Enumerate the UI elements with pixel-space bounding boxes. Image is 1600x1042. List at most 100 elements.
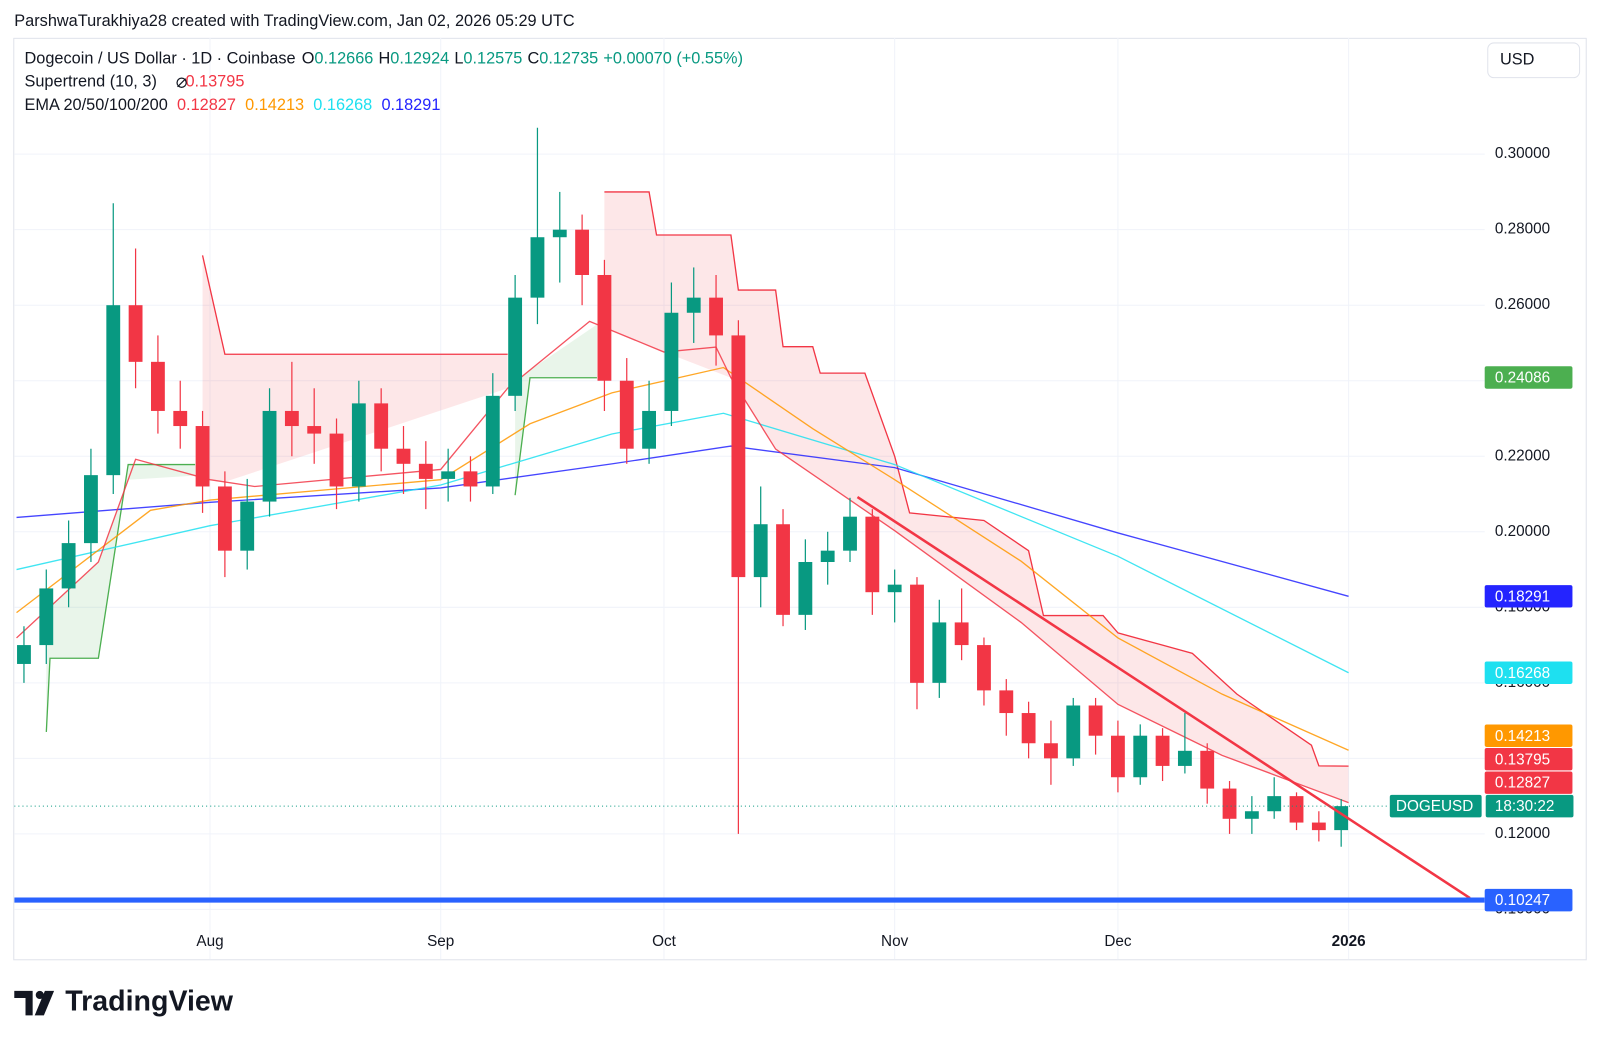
x-tick-label: Aug (196, 933, 223, 950)
price-axis: 0.100000.120000.140000.160000.180000.200… (1389, 145, 1574, 917)
symbol-badge-label: DOGEUSD (1396, 798, 1473, 815)
candle-body (173, 410, 188, 427)
legend-ohlc-value: 0.12924 (390, 50, 449, 68)
candle-body (374, 403, 389, 449)
candle-body (530, 237, 545, 298)
ema-line (16, 320, 1349, 804)
price-badge-box (1484, 888, 1573, 912)
countdown-badge-box (1485, 794, 1574, 818)
candle-body (1244, 811, 1259, 819)
price-badge-box (1484, 724, 1573, 747)
candle-body (17, 645, 31, 664)
candle-body (39, 588, 54, 646)
y-tick-label: 0.26000 (1495, 296, 1550, 313)
x-tick-label: 2026 (1332, 933, 1366, 950)
candle-body (597, 274, 612, 381)
x-tick-label: Sep (427, 933, 454, 950)
price-badge: 0.13795 (1484, 747, 1573, 771)
currency-button[interactable]: USD (1487, 42, 1581, 79)
legend-ohlc-value: 0.12735 (539, 50, 598, 68)
price-badge-label: 0.13795 (1495, 751, 1550, 768)
supertrend-line (514, 377, 597, 496)
candle-body (1177, 750, 1192, 766)
brand-icon-t (14, 990, 33, 1016)
candle-body (887, 584, 902, 593)
y-tick-label: 0.20000 (1495, 523, 1550, 540)
candle-body (351, 403, 366, 487)
y-tick-label: 0.22000 (1495, 447, 1550, 464)
supertrend-line (604, 191, 1349, 767)
candle-body (396, 448, 411, 464)
legend-title: Dogecoin / US Dollar · 1D · Coinbase (24, 50, 295, 68)
x-tick-label: Nov (881, 933, 909, 950)
price-badge-box (1484, 747, 1573, 771)
legend-ohlc-key: L (454, 50, 463, 68)
candle-body (1066, 705, 1081, 759)
candle-body (1311, 822, 1326, 831)
price-badge-box (1484, 771, 1573, 794)
chart-frame (13, 37, 1587, 961)
trendline (856, 495, 1471, 900)
legend-ohlc-value: 0.12666 (314, 50, 373, 68)
currency-button-label[interactable]: USD (1500, 51, 1534, 69)
x-tick-label: Dec (1104, 933, 1132, 950)
plot-area (14, 127, 1485, 903)
price-badge-label: 0.24086 (1495, 370, 1550, 387)
candle-body (418, 463, 433, 479)
candle-body (217, 486, 232, 551)
candle-body (441, 471, 456, 479)
supertrend-fill (46, 464, 196, 732)
brand-icon-slash (34, 990, 55, 1016)
candle-body (1289, 796, 1304, 823)
ema-line (16, 445, 1349, 597)
candle-body (776, 524, 790, 615)
candle-body (128, 305, 143, 362)
candle-body (1110, 735, 1125, 778)
candle-body (463, 471, 478, 487)
candle-body (910, 584, 924, 683)
legend-ohlc-key: C (527, 50, 539, 68)
candle-body (932, 622, 947, 683)
candle-body (820, 550, 835, 562)
price-badge: 0.18291 (1484, 585, 1573, 608)
price-badge-label: 0.12827 (1495, 775, 1550, 792)
candle-body (1088, 705, 1103, 736)
grid (14, 37, 1485, 960)
candle-body (552, 229, 567, 238)
brand-icon-dot (35, 990, 44, 1000)
price-badge: 0.14213 (1484, 724, 1573, 747)
price-badge-label: 0.10247 (1495, 892, 1550, 909)
candle-body (150, 361, 165, 411)
price-badge-label: 0.14213 (1495, 728, 1550, 745)
countdown-badge-label: 18:30:22 (1495, 798, 1555, 815)
legend-ema: EMA 20/50/100/200 0.12827 0.14213 0.16268 0.… (24, 97, 440, 115)
legend-ohlc-value: 0.12575 (463, 50, 522, 68)
currency-button-box[interactable] (1487, 42, 1581, 79)
legend-main: Dogecoin / US Dollar · 1D · Coinbase O0.1… (24, 50, 743, 68)
legend-ema-name: EMA 20/50/100/200 (24, 97, 167, 115)
price-badge: 0.10247 (1484, 888, 1573, 912)
price-badge: 0.16268 (1484, 661, 1573, 684)
supertrend-fill (202, 255, 508, 482)
price-badge-label: 0.18291 (1495, 588, 1550, 605)
candle-body (619, 380, 634, 449)
candle-body (240, 501, 255, 551)
price-badge-box (1484, 585, 1573, 608)
candle-body (61, 543, 76, 589)
legend-ema-value: 0.12827 (177, 97, 236, 115)
candle-body (485, 395, 500, 487)
legend-supertrend: Supertrend (10, 3) 0.13795 (24, 73, 244, 91)
legend-ema-value: 0.18291 (381, 97, 440, 115)
brand-name: TradingView (65, 986, 234, 1018)
candle-body (999, 690, 1014, 714)
candle-body (865, 516, 880, 593)
price-badge-label: 0.16268 (1495, 665, 1550, 682)
candle-body (1200, 750, 1215, 789)
candle-body (1044, 743, 1058, 759)
candle-body (843, 516, 857, 551)
candle-body (977, 645, 991, 691)
supertrend-fill (604, 191, 1349, 803)
